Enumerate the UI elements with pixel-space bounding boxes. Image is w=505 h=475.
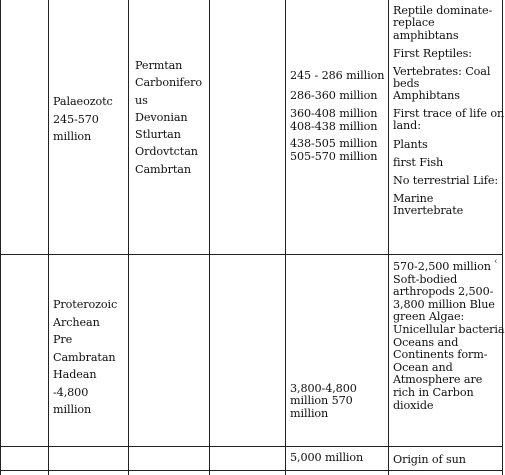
duration-value: 505-570 million xyxy=(290,149,378,163)
event-line: first Fish xyxy=(393,156,444,170)
event-line: Amphibtans xyxy=(393,89,460,103)
period-name: us xyxy=(135,93,148,107)
column-divider xyxy=(48,0,49,475)
duration-value: 438-505 million xyxy=(290,137,378,151)
period-cell: Permtan Carbonifero us Devonian Stlurtan… xyxy=(135,57,202,178)
event-line: First Reptiles: xyxy=(393,47,472,61)
duration-value: 360-408 million xyxy=(290,107,378,121)
era-name: Palaeozotc xyxy=(53,95,113,108)
era-range: -4,800 xyxy=(53,385,89,399)
event-line: Ocean and xyxy=(393,360,453,374)
period-name: Permtan xyxy=(135,59,183,72)
event-line: dioxide xyxy=(393,398,434,412)
event-line: Vertebrates: Coal xyxy=(393,64,491,78)
duration-cell: 245 - 286 million 286-360 million 360-40… xyxy=(290,69,384,164)
event-line: beds xyxy=(393,77,420,91)
event-line: Oceans and xyxy=(393,335,459,349)
duration-value: million 570 xyxy=(290,394,353,408)
event-line: Invertebrate xyxy=(393,204,464,218)
period-name: Cambrtan xyxy=(135,162,191,176)
stray-mark: ‹ xyxy=(494,257,498,267)
era-cell: Palaeozotc 245-570 million xyxy=(53,93,113,146)
duration-cell: 5,000 million xyxy=(290,451,363,464)
duration-value: 408-438 million xyxy=(290,119,378,133)
era-name: Hadean xyxy=(53,368,97,381)
event-line: green Algae: xyxy=(393,310,465,324)
column-divider xyxy=(388,0,389,475)
event-cell: Origin of sun xyxy=(393,453,466,466)
event-line: replace xyxy=(393,16,435,30)
event-cell: Reptile dominate- replace amphibtans Fir… xyxy=(393,4,505,218)
event-line: Reptile dominate- xyxy=(393,4,493,17)
event-line: amphibtans xyxy=(393,28,459,42)
column-divider xyxy=(209,0,210,475)
event-line: rich in Carbon xyxy=(393,385,474,399)
era-name: Proterozoic xyxy=(53,298,118,311)
event-line: land: xyxy=(393,119,421,133)
era-name: Cambratan xyxy=(53,350,116,364)
event-line: First trace of life on xyxy=(393,106,505,120)
row-divider xyxy=(0,254,503,255)
era-name: Archean xyxy=(53,315,100,329)
row-divider xyxy=(0,446,503,447)
duration-value: million xyxy=(290,406,329,420)
table-border-bottom xyxy=(0,470,503,471)
duration-value: 286-360 million xyxy=(290,88,378,102)
column-divider xyxy=(128,0,129,475)
duration-value: 3,800-4,800 xyxy=(290,382,357,395)
period-name: Carbonifero xyxy=(135,76,203,90)
era-range: 245-570 xyxy=(53,112,99,126)
event-line: Soft-bodied xyxy=(393,272,458,286)
era-unit: million xyxy=(53,403,92,416)
era-unit: million xyxy=(53,130,92,143)
event-line: Unicellular bacteria xyxy=(393,322,505,336)
column-divider xyxy=(285,0,286,475)
event-line: Continents form- xyxy=(393,348,488,362)
event-cell: 570-2,500 million Soft-bodied arthropods… xyxy=(393,260,505,412)
era-cell: Proterozoic Archean Pre Cambratan Hadean… xyxy=(53,296,117,419)
duration-cell: 3,800-4,800 million 570 million xyxy=(290,382,357,420)
event-line: Marine xyxy=(393,191,434,205)
era-name: Pre xyxy=(53,333,73,346)
table-border-left xyxy=(0,0,1,475)
event-line: Plants xyxy=(393,137,428,151)
event-line: arthropods 2,500- xyxy=(393,285,494,299)
duration-value: 5,000 million xyxy=(290,451,364,464)
period-name: Devonian xyxy=(135,110,188,124)
event-line: No terrestrial Life: xyxy=(393,174,499,188)
event-line: Atmosphere are xyxy=(393,373,483,387)
duration-value: 245 - 286 million xyxy=(290,69,385,82)
period-name: Stlurtan xyxy=(135,128,181,142)
event-line: 3,800 million Blue xyxy=(393,297,495,311)
table-border-right xyxy=(502,0,503,475)
event-line: Origin of sun xyxy=(393,453,466,466)
event-line: 570-2,500 million xyxy=(393,260,491,273)
period-name: Ordovtctan xyxy=(135,145,198,159)
